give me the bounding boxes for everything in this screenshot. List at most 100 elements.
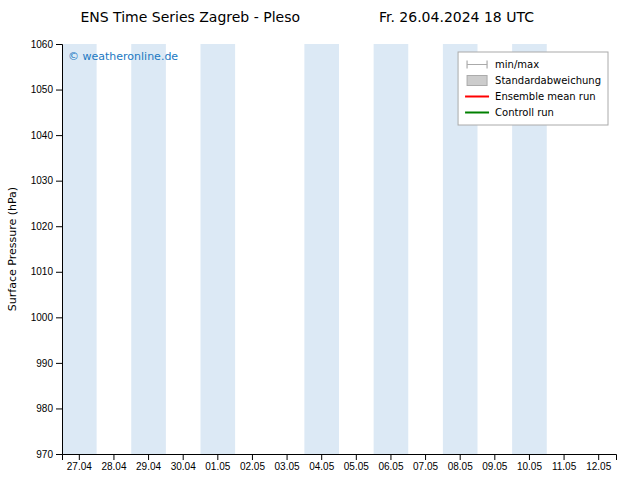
legend-item: Ensemble mean run bbox=[465, 91, 596, 102]
tick-label: 01.05 bbox=[205, 461, 230, 472]
shaded-band bbox=[201, 44, 236, 454]
x-axis: 27.04 28.04 29.04 30.04 01.05 02.05 03.05 04.05… bbox=[63, 454, 617, 472]
tick-mark bbox=[56, 363, 62, 364]
y-tick: 1060 bbox=[31, 39, 62, 50]
tick-label: 04.05 bbox=[309, 461, 334, 472]
x-tick: 12.05 bbox=[586, 454, 611, 472]
tick-label: 05.05 bbox=[344, 461, 369, 472]
x-tick: 07.05 bbox=[413, 454, 438, 472]
x-tick: 10.05 bbox=[517, 454, 542, 472]
tick-mark bbox=[564, 454, 565, 460]
tick-label: 1000 bbox=[31, 312, 54, 323]
y-axis: 970 980 990 1000 1010 1020 1030 1040 1050 1060 bbox=[31, 39, 63, 460]
x-tick: 01.05 bbox=[205, 454, 230, 472]
y-tick: 1030 bbox=[31, 175, 62, 186]
legend-item: Standardabweichung bbox=[467, 75, 601, 86]
tick-mark bbox=[183, 454, 184, 460]
tick-mark bbox=[56, 408, 62, 409]
tick-label: 28.04 bbox=[101, 461, 126, 472]
legend-item: Controll run bbox=[465, 107, 554, 118]
y-tick: 1050 bbox=[31, 84, 62, 95]
tick-label: 02.05 bbox=[240, 461, 265, 472]
legend-label: Ensemble mean run bbox=[495, 91, 596, 102]
y-tick: 970 bbox=[36, 449, 62, 460]
tick-mark bbox=[56, 454, 62, 455]
tick-mark bbox=[356, 454, 357, 460]
tick-mark bbox=[56, 90, 62, 91]
shaded-band bbox=[304, 44, 339, 454]
x-tick: 09.05 bbox=[482, 454, 507, 472]
tick-mark bbox=[148, 454, 149, 460]
x-tick: 04.05 bbox=[309, 454, 334, 472]
x-tick: 03.05 bbox=[275, 454, 300, 472]
tick-label: 1040 bbox=[31, 130, 54, 141]
tick-label: 06.05 bbox=[378, 461, 403, 472]
tick-label: 30.04 bbox=[171, 461, 196, 472]
legend-symbol bbox=[465, 96, 489, 98]
x-tick: 05.05 bbox=[344, 454, 369, 472]
tick-mark bbox=[56, 44, 62, 45]
x-tick: 30.04 bbox=[171, 454, 196, 472]
tick-label: 1060 bbox=[31, 39, 54, 50]
title: ENS Time Series Zagreb - Pleso bbox=[80, 9, 300, 25]
shaded-band bbox=[62, 44, 97, 454]
tick-mark bbox=[529, 454, 530, 460]
tick-label: 12.05 bbox=[586, 461, 611, 472]
axis-line bbox=[63, 455, 617, 461]
tick-label: 970 bbox=[36, 449, 53, 460]
legend-label: Controll run bbox=[495, 107, 554, 118]
x-tick: 08.05 bbox=[448, 454, 473, 472]
tick-label: 11.05 bbox=[552, 461, 577, 472]
tick-label: 990 bbox=[36, 358, 53, 369]
tick-label: 03.05 bbox=[275, 461, 300, 472]
tick-label: 1010 bbox=[31, 266, 54, 277]
tick-mark bbox=[56, 317, 62, 318]
watermark: © weatheronline.de bbox=[68, 50, 178, 63]
tick-mark bbox=[598, 454, 599, 460]
legend-label: Standardabweichung bbox=[495, 75, 601, 86]
tick-mark bbox=[252, 454, 253, 460]
x-tick: 29.04 bbox=[136, 454, 161, 472]
legend-frame bbox=[458, 52, 608, 125]
tick-mark bbox=[217, 454, 218, 460]
tick-label: 08.05 bbox=[448, 461, 473, 472]
y-tick: 1040 bbox=[31, 130, 62, 141]
tick-label: 10.05 bbox=[517, 461, 542, 472]
tick-mark bbox=[113, 454, 114, 460]
tick-mark bbox=[460, 454, 461, 460]
tick-mark bbox=[425, 454, 426, 460]
tick-label: 09.05 bbox=[482, 461, 507, 472]
legend-symbol bbox=[466, 61, 467, 69]
y-tick: 990 bbox=[36, 358, 62, 369]
legend-symbol bbox=[467, 64, 487, 65]
tick-mark bbox=[79, 454, 80, 460]
tick-label: 1020 bbox=[31, 221, 54, 232]
tick-label: 29.04 bbox=[136, 461, 161, 472]
tick-mark bbox=[56, 181, 62, 182]
y-tick: 1020 bbox=[31, 221, 62, 232]
tick-mark bbox=[56, 226, 62, 227]
x-tick: 06.05 bbox=[378, 454, 403, 472]
tick-mark bbox=[56, 135, 62, 136]
legend: min/max Standardabweichung Ensemble mean r… bbox=[458, 52, 608, 125]
y-tick: 1000 bbox=[31, 312, 62, 323]
tick-label: 27.04 bbox=[67, 461, 92, 472]
subtitle: Fr. 26.04.2024 18 UTC bbox=[379, 9, 534, 25]
shaded-band bbox=[131, 44, 166, 454]
tick-label: 07.05 bbox=[413, 461, 438, 472]
axis-line bbox=[56, 45, 63, 455]
legend-symbol bbox=[467, 76, 487, 86]
tick-mark bbox=[287, 454, 288, 460]
legend-item: min/max bbox=[467, 59, 539, 70]
tick-mark bbox=[56, 272, 62, 273]
y-axis-title: Surface Pressure (hPa) bbox=[6, 187, 19, 311]
tick-label: 980 bbox=[36, 403, 53, 414]
legend-symbol bbox=[465, 112, 489, 114]
tick-mark bbox=[494, 454, 495, 460]
legend-symbol bbox=[486, 61, 487, 69]
x-tick: 11.05 bbox=[552, 454, 577, 472]
legend-label: min/max bbox=[495, 59, 539, 70]
tick-label: 1050 bbox=[31, 84, 54, 95]
chart: ENS Time Series Zagreb - Pleso Fr. 26.04.… bbox=[0, 0, 634, 490]
tick-mark bbox=[321, 454, 322, 460]
